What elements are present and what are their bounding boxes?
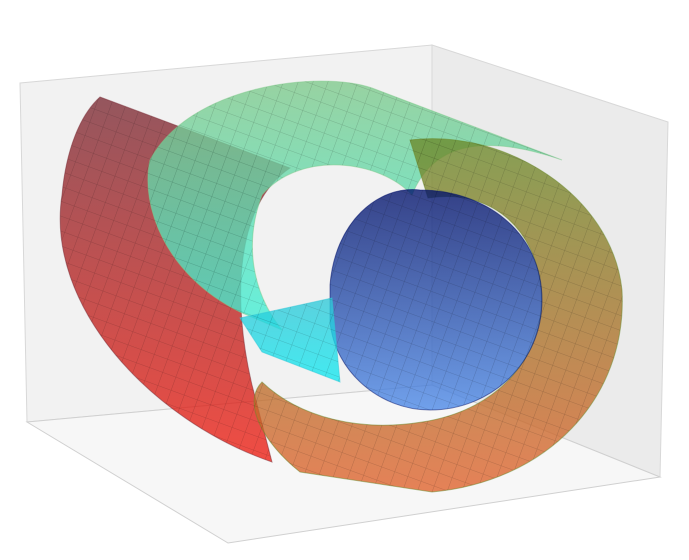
surface-mesh [240, 298, 340, 382]
surface-mesh [330, 189, 542, 410]
surfaces [59, 80, 623, 493]
surface-mesh [254, 138, 623, 492]
